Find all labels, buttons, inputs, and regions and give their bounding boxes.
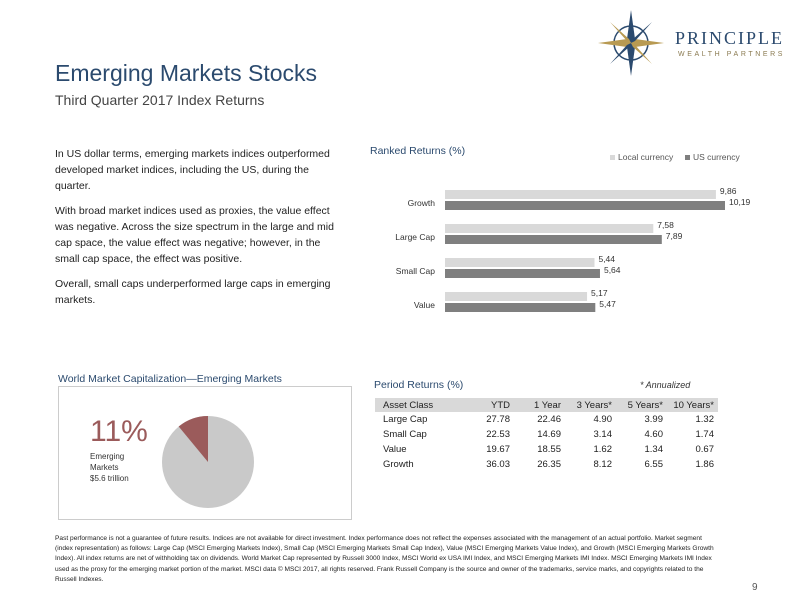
table-row: Value 19.67 18.55 1.62 1.34 0.67 xyxy=(375,442,718,457)
table-cell: 18.55 xyxy=(537,444,561,455)
table-cell: 22.53 xyxy=(486,429,510,440)
bar-data-label: 7,58 xyxy=(657,220,674,230)
table-cell: 1.74 xyxy=(695,429,715,440)
legend-swatch-local xyxy=(610,155,615,161)
pie-chart-frame xyxy=(58,386,352,520)
period-returns-table: Asset Class YTD 1 Year 3 Years* 5 Years*… xyxy=(375,398,718,472)
bar-us-currency xyxy=(445,201,725,210)
page-title: Emerging Markets Stocks xyxy=(55,60,318,86)
bar-data-label: 9,86 xyxy=(720,186,737,196)
pie-slice-emerging-markets xyxy=(178,416,208,462)
table-cell: Value xyxy=(383,444,407,455)
bar-data-label: 5,64 xyxy=(604,265,621,275)
bar-us-currency xyxy=(445,235,662,244)
header-ytd: YTD xyxy=(463,398,514,412)
legend-us-currency: US currency xyxy=(685,152,740,162)
table-header-row: Asset Class YTD 1 Year 3 Years* 5 Years*… xyxy=(375,398,718,412)
bar-local-currency xyxy=(445,224,654,233)
bar-data-label: 5,44 xyxy=(598,254,615,264)
world-market-cap-title: World Market Capitalization—Emerging Mar… xyxy=(58,373,282,385)
bar-data-label: 7,89 xyxy=(666,231,683,241)
table-cell: 1.34 xyxy=(644,444,664,455)
table-row: Large Cap 27.78 22.46 4.90 3.99 1.32 xyxy=(375,412,718,427)
bar-us-currency xyxy=(445,303,596,312)
table-cell: 1.86 xyxy=(695,459,715,470)
table-cell: Small Cap xyxy=(383,429,427,440)
table-cell: 0.67 xyxy=(695,444,715,455)
header-asset-class: Asset Class xyxy=(375,398,463,412)
bar-local-currency xyxy=(445,292,588,301)
header-1-year: 1 Year xyxy=(514,398,565,412)
bar-data-label: 5,47 xyxy=(599,299,616,309)
table-cell: Large Cap xyxy=(383,414,428,425)
pie-label-line-3: $5.6 trillion xyxy=(90,474,129,483)
table-cell: 14.69 xyxy=(537,429,561,440)
table-row: Small Cap 22.53 14.69 3.14 4.60 1.74 xyxy=(375,427,718,442)
legend-label-us: US currency xyxy=(693,152,740,162)
bar-local-currency xyxy=(445,258,595,267)
table-cell: 19.67 xyxy=(486,444,510,455)
legend-label-local: Local currency xyxy=(618,152,674,162)
page-subtitle: Third Quarter 2017 Index Returns xyxy=(55,92,265,108)
period-returns-title: Period Returns (%) xyxy=(374,379,464,391)
bar-data-label: 5,17 xyxy=(591,288,608,298)
table-cell: 4.60 xyxy=(644,429,664,440)
header-10-years: 10 Years* xyxy=(667,398,718,412)
world-market-cap-pie-chart xyxy=(162,416,254,508)
emerging-markets-label: Emerging Markets $5.6 trillion xyxy=(90,451,150,484)
table-cell: 22.46 xyxy=(537,414,561,425)
emerging-markets-percent: 11% xyxy=(90,415,148,448)
bar-category-label: Value xyxy=(414,300,435,310)
table-cell: 8.12 xyxy=(593,459,613,470)
bar-category-label: Large Cap xyxy=(395,232,435,242)
annualized-note: * Annualized xyxy=(640,380,691,390)
header-3-years: 3 Years* xyxy=(565,398,616,412)
table-cell: 3.99 xyxy=(644,414,664,425)
compass-star-logo-icon xyxy=(598,10,664,76)
table-cell: 3.14 xyxy=(593,429,613,440)
disclaimer-footnote: Past performance is not a guarantee of f… xyxy=(55,535,714,583)
table-cell: 27.78 xyxy=(486,414,510,425)
bar-category-label: Growth xyxy=(408,198,436,208)
pie-label-line-1: Emerging xyxy=(90,452,125,461)
table-cell: 4.90 xyxy=(593,414,613,425)
pie-label-line-2: Markets xyxy=(90,463,119,472)
page-number: 9 xyxy=(752,582,758,593)
ranked-returns-title: Ranked Returns (%) xyxy=(370,145,466,157)
bar-local-currency xyxy=(445,190,716,199)
bar-data-label: 10,19 xyxy=(729,197,750,207)
commentary-paragraph-3: Overall, small caps underperformed large… xyxy=(55,278,331,306)
commentary-paragraph-2: With broad market indices used as proxie… xyxy=(55,205,334,265)
legend-swatch-us xyxy=(685,155,690,161)
table-cell: 1.32 xyxy=(695,414,715,425)
commentary-paragraph-1: In US dollar terms, emerging markets ind… xyxy=(55,148,330,192)
bar-us-currency xyxy=(445,269,600,278)
table-cell: 26.35 xyxy=(537,459,561,470)
table-cell: 6.55 xyxy=(644,459,664,470)
table-cell: 1.62 xyxy=(593,444,613,455)
header-5-years: 5 Years* xyxy=(616,398,667,412)
table-cell: 36.03 xyxy=(486,459,510,470)
table-row: Growth 36.03 26.35 8.12 6.55 1.86 xyxy=(375,457,718,472)
table-cell: Growth xyxy=(383,459,414,470)
brand-name: PRINCIPLE xyxy=(675,28,785,48)
brand-subtitle: WEALTH PARTNERS xyxy=(678,51,786,58)
bar-category-label: Small Cap xyxy=(396,266,435,276)
legend-local-currency: Local currency xyxy=(610,152,673,162)
